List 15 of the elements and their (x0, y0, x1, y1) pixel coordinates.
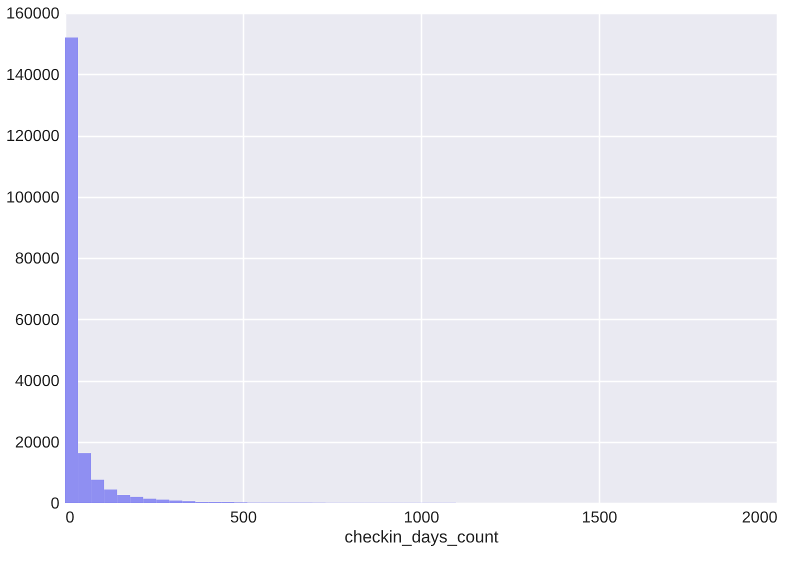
y-tick-label: 80000 (15, 250, 60, 268)
y-tick-label: 120000 (6, 128, 60, 145)
y-tick-label: 60000 (15, 312, 60, 329)
x-tick-label: 1500 (582, 510, 618, 526)
y-tick-label: 0 (50, 496, 60, 512)
y-tick-label: 140000 (6, 66, 60, 84)
y-tick-label: 160000 (6, 6, 60, 22)
y-tick-label: 20000 (15, 434, 60, 452)
y-tick-label: 100000 (6, 189, 60, 206)
x-axis-title: checkin_days_count (344, 528, 499, 546)
x-tick-label: 500 (230, 510, 257, 526)
y-tick-label: 40000 (15, 373, 60, 390)
x-tick-label: 1000 (404, 510, 440, 526)
x-tick-label: 0 (66, 510, 74, 526)
x-tick-label: 2000 (742, 510, 778, 526)
